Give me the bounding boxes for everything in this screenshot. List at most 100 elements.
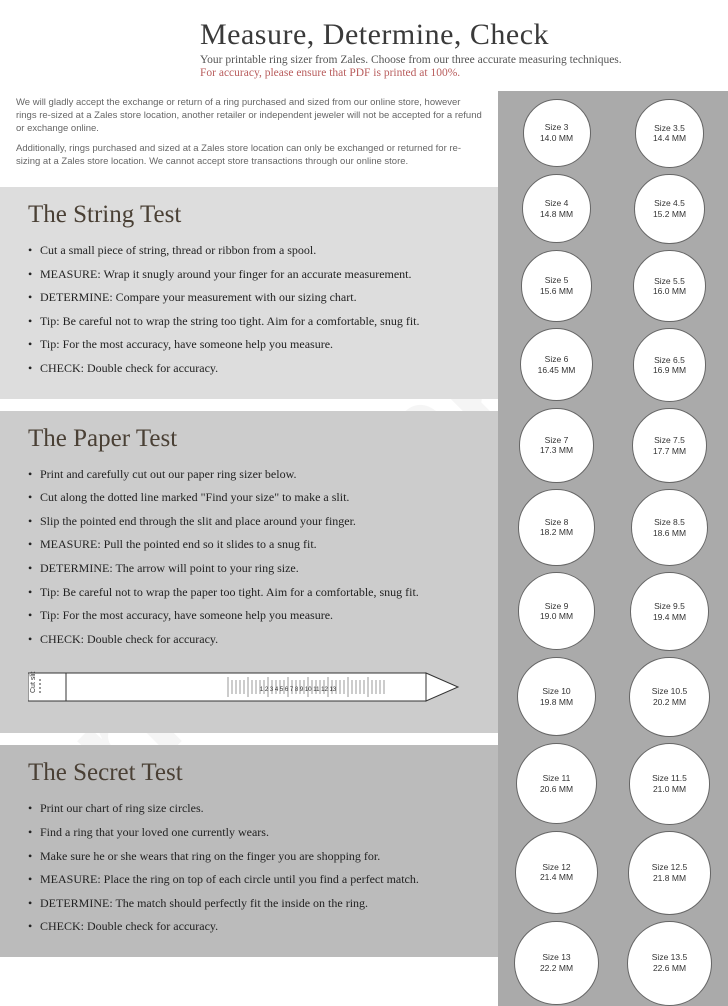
ring-size-circle: Size 1322.2 MM — [514, 921, 598, 1005]
ring-size-circle: Size 9.519.4 MM — [630, 572, 709, 651]
content-row: We will gladly accept the exchange or re… — [0, 91, 728, 1006]
circle-size: Size 9 — [545, 601, 569, 612]
circle-mm: 19.0 MM — [540, 611, 573, 622]
circle-size: Size 7 — [545, 435, 569, 446]
header: Measure, Determine, Check Your printable… — [0, 0, 728, 91]
page-subtitle: Your printable ring sizer from Zales. Ch… — [200, 54, 728, 66]
circle-size: Size 13.5 — [652, 952, 687, 963]
ring-size-circle: Size 12.521.8 MM — [628, 831, 712, 915]
circle-mm: 17.3 MM — [540, 445, 573, 456]
disclaimer: We will gladly accept the exchange or re… — [0, 91, 498, 187]
page-container: Measure, Determine, Check Your printable… — [0, 0, 728, 1006]
circle-mm: 19.4 MM — [653, 612, 686, 623]
circle-mm: 21.8 MM — [653, 873, 686, 884]
circle-mm: 17.7 MM — [653, 446, 686, 457]
list-item: MEASURE: Pull the pointed end so it slid… — [28, 533, 476, 557]
list-item: CHECK: Double check for accuracy. — [28, 915, 476, 939]
ring-size-circle: Size 818.2 MM — [518, 489, 594, 565]
list-item: DETERMINE: The arrow will point to your … — [28, 557, 476, 581]
list-item: Cut along the dotted line marked "Find y… — [28, 486, 476, 510]
list-item: Tip: For the most accuracy, have someone… — [28, 604, 476, 628]
right-column: Size 314.0 MM Size 3.514.4 MM Size 414.8 M… — [498, 91, 728, 1006]
circle-size: Size 3 — [545, 122, 569, 133]
circle-mm: 16.45 MM — [538, 365, 576, 376]
ring-size-circle: Size 4.515.2 MM — [634, 174, 704, 244]
ruler-cut-label: Cut slit — [30, 672, 37, 693]
section-secret-title: The Secret Test — [28, 759, 476, 787]
list-item: Find a ring that your loved one currentl… — [28, 821, 476, 845]
page-warning: For accuracy, please ensure that PDF is … — [200, 67, 728, 79]
ring-size-circle: Size 1221.4 MM — [515, 831, 598, 914]
circle-size: Size 4.5 — [654, 198, 685, 209]
ring-size-circle: Size 6.516.9 MM — [633, 328, 707, 402]
circle-size: Size 3.5 — [654, 123, 685, 134]
list-item: CHECK: Double check for accuracy. — [28, 357, 476, 381]
circle-mm: 20.6 MM — [540, 784, 573, 795]
circle-mm: 19.8 MM — [540, 697, 573, 708]
ring-size-circle: Size 1019.8 MM — [517, 657, 596, 736]
circle-size: Size 13 — [542, 952, 570, 963]
circle-mm: 15.2 MM — [653, 209, 686, 220]
list-item: Tip: Be careful not to wrap the string t… — [28, 310, 476, 334]
circle-size: Size 5.5 — [654, 276, 685, 287]
ring-size-circle: Size 314.0 MM — [523, 99, 591, 167]
ring-size-circle: Size 13.522.6 MM — [627, 921, 712, 1006]
list-item: DETERMINE: The match should perfectly fi… — [28, 892, 476, 916]
circle-mm: 18.6 MM — [653, 528, 686, 539]
list-item: MEASURE: Place the ring on top of each c… — [28, 868, 476, 892]
circle-size: Size 11 — [543, 773, 571, 784]
circle-mm: 21.4 MM — [540, 872, 573, 883]
circle-size: Size 8 — [545, 517, 569, 528]
circle-mm: 21.0 MM — [653, 784, 686, 795]
list-item: DETERMINE: Compare your measurement with… — [28, 286, 476, 310]
ring-size-circles: Size 314.0 MM Size 3.514.4 MM Size 414.8 M… — [504, 99, 722, 1006]
circle-size: Size 12.5 — [652, 862, 687, 873]
list-item: Print and carefully cut out our paper ri… — [28, 463, 476, 487]
circle-size: Size 4 — [545, 198, 569, 209]
ring-size-circle: Size 1120.6 MM — [516, 743, 597, 824]
circle-size: Size 10.5 — [652, 686, 687, 697]
ring-size-circle: Size 10.520.2 MM — [629, 657, 709, 737]
circle-mm: 20.2 MM — [653, 697, 686, 708]
circle-mm: 15.6 MM — [540, 286, 573, 297]
circle-size: Size 12 — [542, 862, 570, 873]
circle-size: Size 6 — [545, 354, 569, 365]
circle-size: Size 10 — [542, 686, 570, 697]
circle-mm: 18.2 MM — [540, 527, 573, 538]
ring-size-circle: Size 3.514.4 MM — [635, 99, 704, 168]
circle-mm: 14.8 MM — [540, 209, 573, 220]
list-item: Make sure he or she wears that ring on t… — [28, 845, 476, 869]
section-string: The String Test Cut a small piece of str… — [0, 187, 498, 399]
list-item: CHECK: Double check for accuracy. — [28, 628, 476, 652]
left-column: We will gladly accept the exchange or re… — [0, 91, 498, 1006]
section-paper: The Paper Test Print and carefully cut o… — [0, 411, 498, 734]
section-paper-list: Print and carefully cut out our paper ri… — [28, 463, 476, 652]
circle-size: Size 6.5 — [654, 355, 685, 366]
disclaimer-p1: We will gladly accept the exchange or re… — [16, 97, 482, 135]
circle-mm: 22.6 MM — [653, 963, 686, 974]
section-secret: The Secret Test Print our chart of ring … — [0, 745, 498, 957]
circle-mm: 22.2 MM — [540, 963, 573, 974]
section-string-title: The String Test — [28, 201, 476, 229]
section-secret-list: Print our chart of ring size circles.Fin… — [28, 797, 476, 939]
ring-size-circle: Size 5.516.0 MM — [633, 250, 705, 322]
ring-size-circle: Size 515.6 MM — [521, 250, 592, 321]
section-paper-title: The Paper Test — [28, 425, 476, 453]
circle-mm: 16.9 MM — [653, 365, 686, 376]
ring-size-circle: Size 414.8 MM — [522, 174, 592, 244]
ring-size-circle: Size 7.517.7 MM — [632, 408, 707, 483]
circle-mm: 16.0 MM — [653, 286, 686, 297]
ring-size-circle: Size 616.45 MM — [520, 328, 593, 401]
list-item: Print our chart of ring size circles. — [28, 797, 476, 821]
circle-mm: 14.4 MM — [653, 133, 686, 144]
ring-size-circle: Size 11.521.0 MM — [629, 743, 711, 825]
circle-size: Size 5 — [545, 275, 569, 286]
page-title: Measure, Determine, Check — [200, 18, 728, 52]
ruler-sizer: Cut slit 1 2 3 4 5 6 7 8 9 10 11 12 13 — [28, 665, 476, 715]
list-item: MEASURE: Wrap it snugly around your fing… — [28, 263, 476, 287]
circle-size: Size 7.5 — [654, 435, 685, 446]
list-item: Tip: Be careful not to wrap the paper to… — [28, 581, 476, 605]
list-item: Cut a small piece of string, thread or r… — [28, 239, 476, 263]
circle-mm: 14.0 MM — [540, 133, 573, 144]
circle-size: Size 11.5 — [652, 773, 687, 784]
